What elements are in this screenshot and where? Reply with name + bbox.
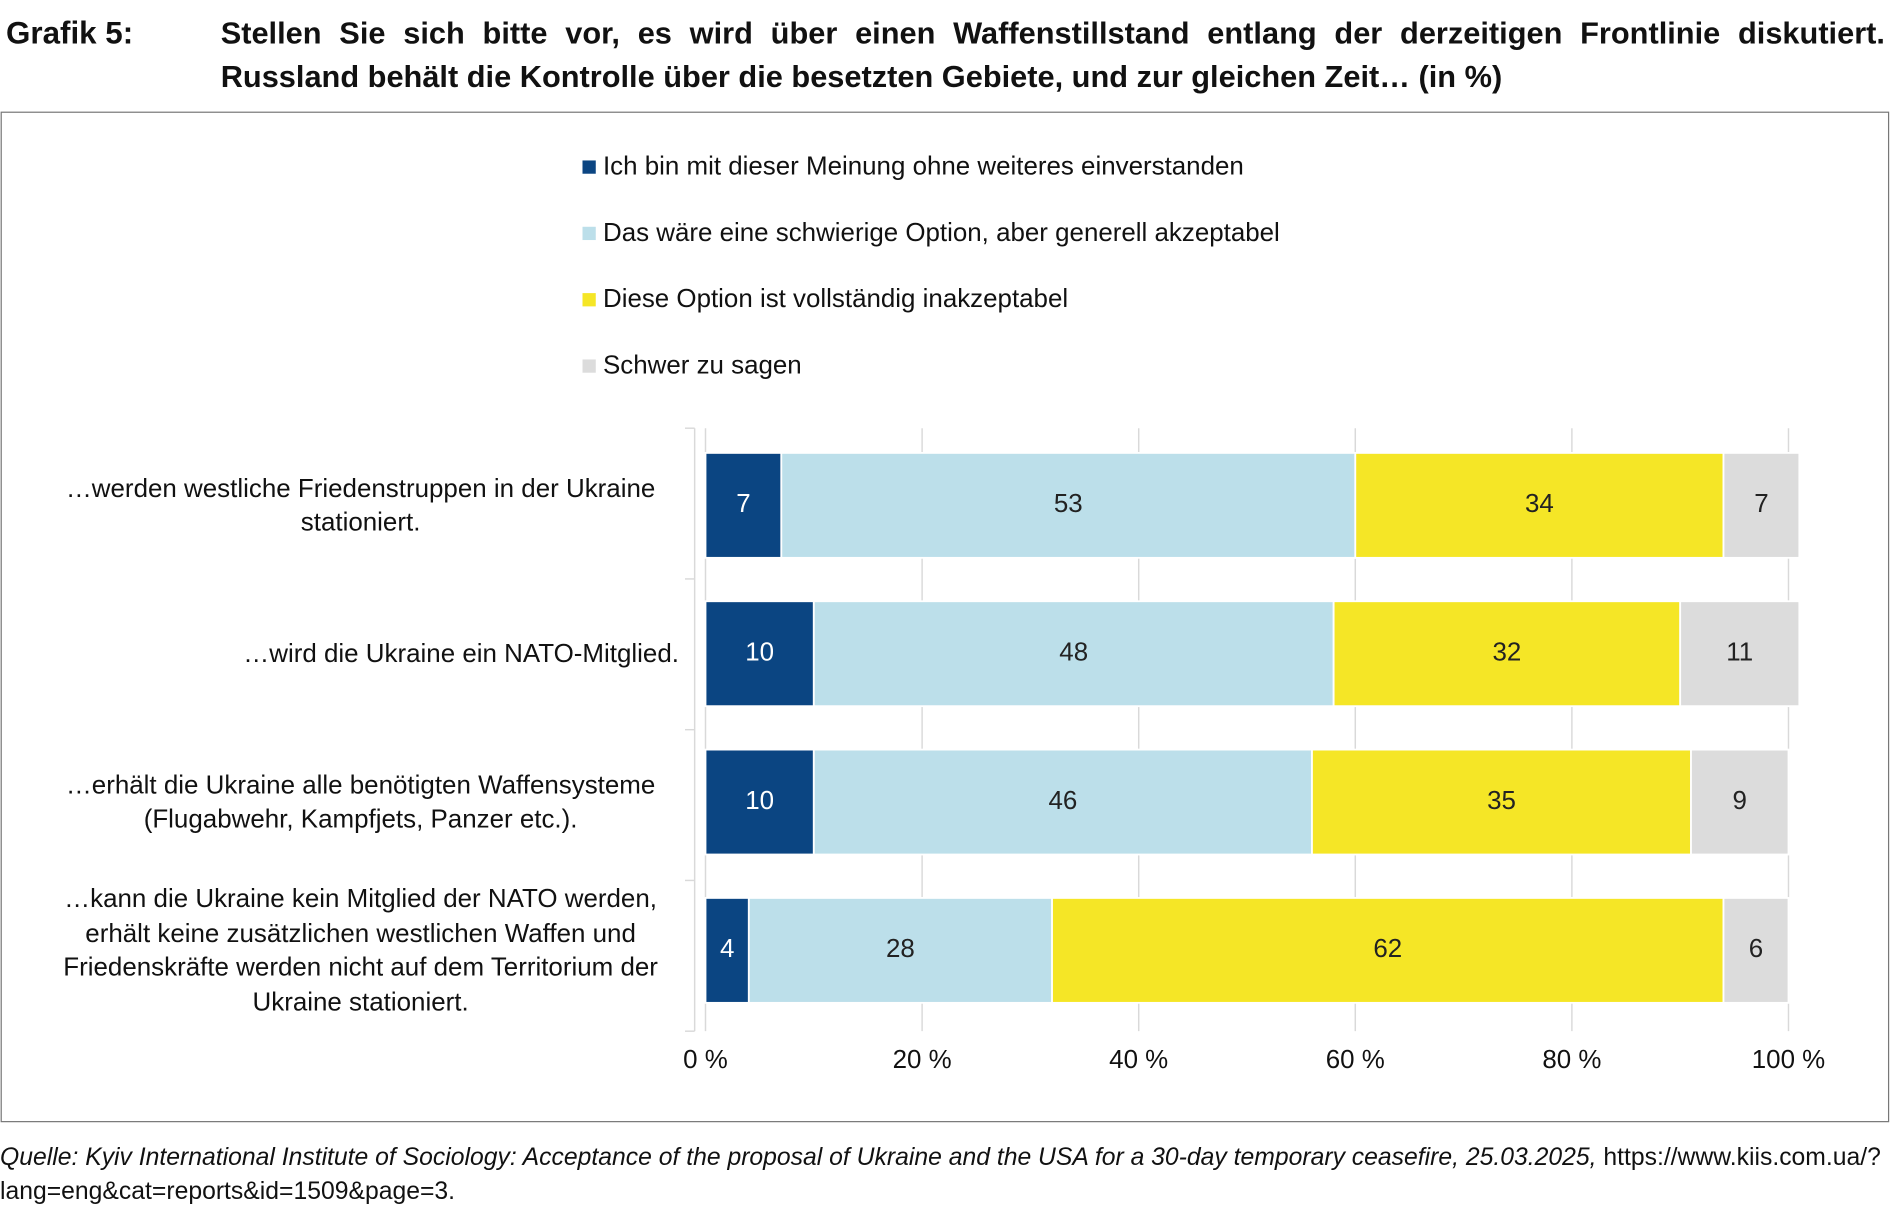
bar-segment [1311, 748, 1692, 856]
bar-segment [704, 600, 815, 708]
value-label: 32 [1493, 639, 1522, 667]
value-label: 35 [1487, 787, 1516, 815]
bar-segment [1354, 452, 1725, 559]
footer-box: Quelle: Kyiv International Institute of … [0, 1141, 1889, 1209]
category-label: …werden westliche Friedenstruppen in der… [65, 473, 656, 537]
legend-swatch [582, 226, 596, 241]
category-label-wrap: …kann die Ukraine kein Mitglied der NATO… [24, 878, 679, 1023]
bar-segment [704, 897, 750, 1004]
value-label: 28 [886, 935, 915, 963]
category-label-wrap: …wird die Ukraine ein NATO-Mitglied. [24, 581, 679, 726]
bar-segment [780, 452, 1357, 559]
value-label: 53 [1054, 490, 1083, 518]
bar-segment [1679, 600, 1801, 708]
legend-label: Das wäre eine schwierige Option, aber ge… [603, 219, 1280, 247]
category-label-wrap: …werden westliche Friedenstruppen in der… [24, 433, 679, 578]
source: Quelle: Kyiv International Institute of … [0, 1143, 1597, 1172]
x-tick-label: 80 % [1542, 1046, 1601, 1074]
legend-swatch [582, 293, 596, 307]
category-label-box: …wird die Ukraine ein NATO-Mitglied. [24, 581, 679, 726]
value-label: 62 [1373, 935, 1402, 963]
legend-label: Schwer zu sagen [603, 352, 802, 380]
value-label: 34 [1525, 490, 1554, 518]
value-label: 4 [720, 935, 734, 963]
legend-swatch [582, 160, 596, 174]
x-tick-label: 40 % [1109, 1046, 1168, 1074]
category-label-wrap: …erhält die Ukraine alle benötigten Waff… [24, 730, 679, 875]
value-label: 7 [736, 490, 750, 518]
bar-segment [704, 748, 815, 856]
bar-segment [1690, 748, 1790, 856]
bar-segment [1332, 600, 1682, 708]
x-tick-label: 100 % [1752, 1046, 1825, 1074]
value-label: 11 [1726, 639, 1753, 667]
value-label: 7 [1754, 490, 1768, 518]
footer: Quelle: Kyiv International Institute of … [0, 1141, 1889, 1209]
category-label-box: …erhält die Ukraine alle benötigten Waff… [24, 730, 679, 875]
source-url: https://www.kiis.com.ua/?lang=eng&cat=re… [0, 1143, 1881, 1205]
category-label: …erhält die Ukraine alle benötigten Waff… [65, 770, 656, 834]
category-label: …kann die Ukraine kein Mitglied der NATO… [63, 884, 658, 1017]
category-label-box: …kann die Ukraine kein Mitglied der NATO… [24, 878, 679, 1023]
value-label: 46 [1048, 787, 1077, 815]
title-box: Stellen Sie sich bitte vor, es wird über… [220, 16, 1885, 95]
x-tick-label: 60 % [1326, 1046, 1385, 1074]
value-label: 10 [745, 639, 774, 667]
x-tick-label: 0 % [683, 1046, 728, 1074]
bar-segment [1722, 897, 1790, 1004]
category-label-box: …werden westliche Friedenstruppen in der… [24, 433, 679, 578]
legend-label: Ich bin mit dieser Meinung ohne weiteres… [603, 153, 1244, 181]
bar-segment [1722, 452, 1801, 559]
x-tick-label: 20 % [893, 1046, 952, 1074]
bar-segment [812, 600, 1335, 708]
figure-label: Grafik 5: [6, 15, 133, 50]
legend-swatch [582, 359, 596, 373]
chart-frame [0, 111, 1890, 1123]
chart-title: Stellen Sie sich bitte vor, es wird über… [220, 16, 1885, 95]
value-label: 6 [1749, 935, 1763, 963]
value-label: 48 [1059, 639, 1088, 667]
value-label: 10 [745, 787, 774, 815]
bar-segment [812, 748, 1313, 856]
value-label: 9 [1733, 787, 1747, 815]
bar-segment [747, 897, 1053, 1004]
category-label: …wird die Ukraine ein NATO-Mitglied. [243, 638, 679, 668]
legend-label: Diese Option ist vollständig inakzeptabe… [603, 285, 1068, 313]
